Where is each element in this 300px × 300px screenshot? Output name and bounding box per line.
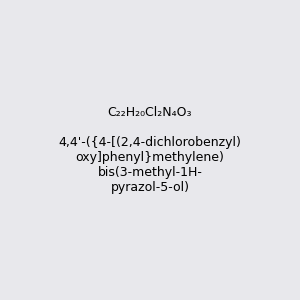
Text: C₂₂H₂₀Cl₂N₄O₃

4,4'-({4-[(2,4-dichlorobenzyl)
oxy]phenyl}methylene)
bis(3-methyl: C₂₂H₂₀Cl₂N₄O₃ 4,4'-({4-[(2,4-dichloroben…	[58, 106, 242, 194]
